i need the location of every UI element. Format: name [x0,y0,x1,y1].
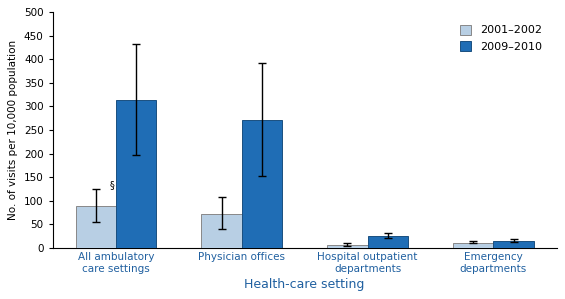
Bar [368,236,408,248]
Bar [493,241,534,248]
Bar [202,214,242,248]
X-axis label: Health-care setting: Health-care setting [245,278,365,291]
Bar [116,100,156,248]
Bar [242,120,282,248]
Y-axis label: No. of visits per 10,000 population: No. of visits per 10,000 population [8,40,18,220]
Legend: 2001–2002, 2009–2010: 2001–2002, 2009–2010 [455,20,546,56]
Bar [453,242,493,248]
Text: §: § [110,180,115,190]
Bar [76,206,116,248]
Bar [327,245,368,248]
